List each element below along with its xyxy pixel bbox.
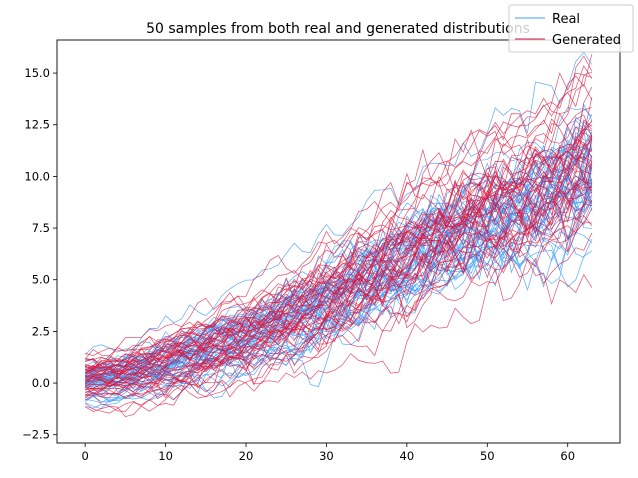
- sample-line-generated: [85, 194, 593, 399]
- x-tick-label: 20: [239, 449, 254, 463]
- sample-line-generated: [85, 65, 593, 371]
- sample-line-generated: [85, 55, 593, 356]
- sample-line-generated: [84, 71, 593, 360]
- x-tick-label: 0: [81, 449, 88, 463]
- sample-line-generated: [85, 156, 593, 383]
- sample-line-real: [85, 146, 593, 369]
- sample-line-generated: [85, 185, 593, 390]
- sample-line-generated: [84, 140, 593, 391]
- x-tick-label: 10: [158, 449, 173, 463]
- sample-line-generated: [85, 148, 593, 374]
- sample-line-generated: [85, 121, 593, 375]
- sample-line-generated: [85, 113, 592, 377]
- sample-line-generated: [85, 119, 593, 394]
- y-tick-label: 7.5: [32, 221, 50, 235]
- sample-line-generated: [85, 258, 593, 417]
- sample-line-real: [85, 183, 593, 403]
- sample-line-generated: [85, 182, 593, 391]
- sample-line-generated: [85, 86, 593, 373]
- sample-line-generated: [85, 170, 593, 382]
- sample-line-generated: [85, 149, 593, 374]
- sample-line-generated: [84, 221, 592, 414]
- y-tick-label: −2.5: [22, 428, 50, 442]
- legend-box: [508, 4, 634, 53]
- sample-line-generated: [85, 84, 593, 362]
- legend-label-generated: Generated: [552, 33, 621, 48]
- y-axis: −2.5 0.0 2.5 5.0 7.5 10.0 12.5 15.0: [22, 66, 57, 442]
- x-tick-label: 50: [480, 449, 495, 463]
- sample-line-generated: [85, 114, 593, 375]
- sample-line-generated: [84, 171, 593, 385]
- sample-line-generated: [85, 187, 592, 388]
- sample-line-generated: [84, 197, 593, 398]
- series-layer: [84, 51, 593, 417]
- sample-line-generated: [85, 137, 593, 387]
- x-tick-label: 60: [560, 449, 575, 463]
- sample-line-generated: [85, 139, 593, 384]
- y-tick-label: 15.0: [24, 66, 50, 80]
- y-tick-label: 10.0: [24, 169, 50, 183]
- y-tick-label: 0.0: [32, 376, 50, 390]
- sample-line-generated: [85, 162, 593, 385]
- y-tick-label: 2.5: [32, 324, 50, 338]
- plot-frame: [56, 39, 621, 444]
- sample-line-real: [84, 131, 592, 376]
- sample-line-generated: [85, 158, 593, 394]
- sample-line-generated: [85, 203, 592, 399]
- x-tick-label: 40: [400, 449, 415, 463]
- y-tick-label: 5.0: [32, 273, 50, 287]
- sample-line-real: [85, 114, 593, 376]
- sample-line-real: [84, 51, 593, 355]
- series-generated: [84, 53, 593, 417]
- legend-label-real: Real: [552, 12, 580, 27]
- legend: Real Generated: [508, 4, 634, 53]
- chart-title: 50 samples from both real and generated …: [146, 21, 530, 37]
- x-tick-label: 30: [319, 449, 334, 463]
- y-tick-label: 12.5: [24, 118, 50, 132]
- x-axis: 0 10 20 30 40 50 60: [81, 443, 575, 463]
